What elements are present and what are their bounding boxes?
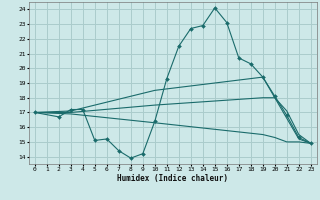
X-axis label: Humidex (Indice chaleur): Humidex (Indice chaleur) xyxy=(117,174,228,183)
